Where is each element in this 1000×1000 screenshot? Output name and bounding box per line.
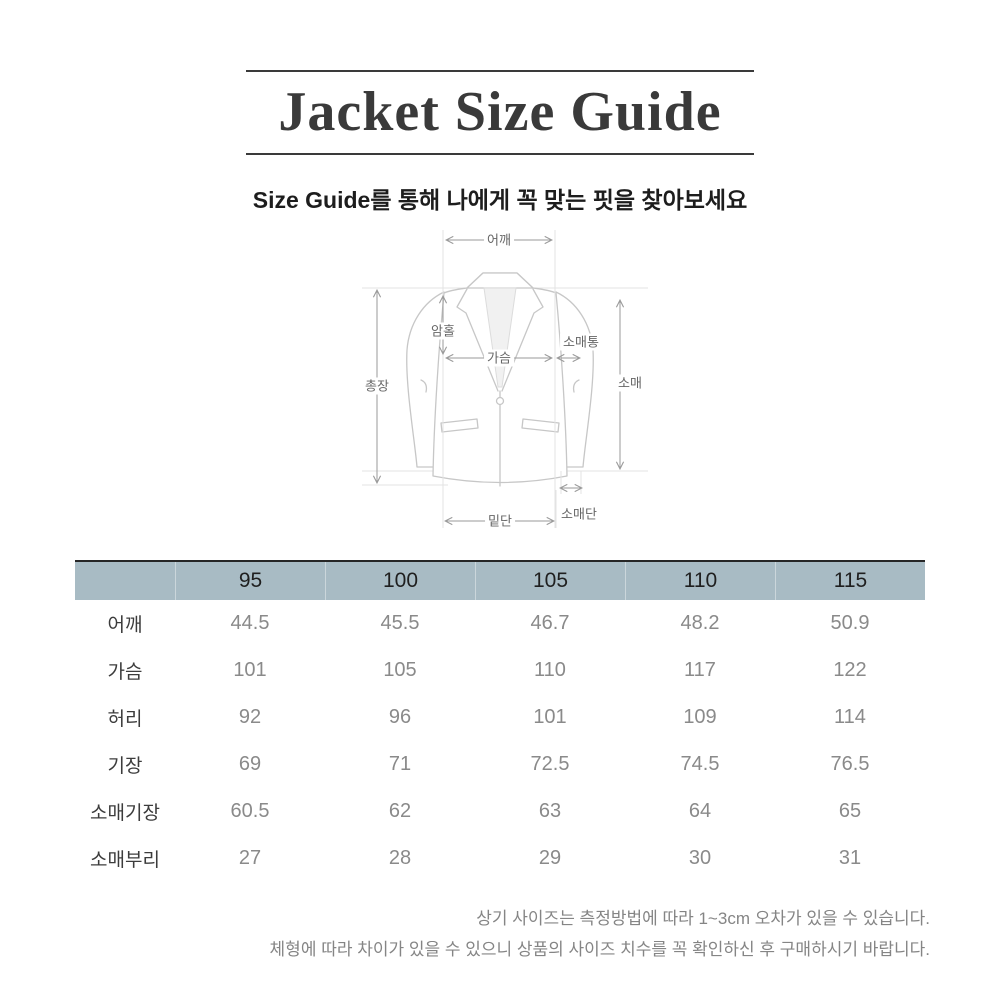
size-table-header-row: 95 100 105 110 115: [75, 562, 925, 600]
size-tolerance-note: 상기 사이즈는 측정방법에 따라 1~3cm 오차가 있을 수 있습니다.: [476, 909, 930, 928]
cell-value: 65: [838, 800, 862, 822]
cell-value: 114: [834, 706, 866, 728]
row-label: 소매기장: [90, 803, 160, 824]
title-bottom-rule: [246, 153, 754, 155]
shoulder-label: 어깨: [484, 231, 514, 249]
cell-value: 48.2: [680, 612, 720, 634]
cell-value: 96: [388, 706, 412, 728]
hem-label: 밑단: [485, 512, 515, 530]
row-label: 어깨: [107, 615, 143, 636]
cell-value: 76.5: [830, 753, 870, 775]
diagram-guide-lines-vertical: [442, 230, 582, 528]
cell-value: 44.5: [230, 612, 270, 634]
page-title: Jacket Size Guide: [278, 81, 722, 143]
row-label: 소매부리: [90, 850, 160, 871]
size-column-header: 115: [775, 562, 925, 600]
cell-value: 31: [838, 847, 862, 869]
cell-value: 101: [533, 706, 567, 728]
cell-value: 30: [688, 847, 712, 869]
sleeve-width-label: 소매통: [560, 333, 602, 351]
size-column-header: 100: [325, 562, 475, 600]
table-row: 소매부리 27 28 29 30 31: [75, 835, 925, 882]
cell-value: 60.5: [230, 800, 270, 822]
size-column-header: 110: [625, 562, 775, 600]
row-label: 기장: [107, 756, 143, 777]
cell-value: 28: [388, 847, 412, 869]
table-row: 소매기장 60.5 62 63 64 65: [75, 788, 925, 835]
table-row: 가슴 101 105 110 117 122: [75, 647, 925, 694]
cell-value: 71: [388, 753, 412, 775]
total-length-label: 총장: [362, 377, 392, 395]
cell-value: 72.5: [530, 753, 570, 775]
cell-value: 110: [534, 659, 566, 681]
size-column-header: 95: [175, 562, 325, 600]
cell-value: 46.7: [530, 612, 570, 634]
cell-value: 62: [388, 800, 412, 822]
sleeve-label: 소매: [615, 374, 645, 392]
size-table: 95 100 105 110 115 어깨 44.5 45.5 46.7 48.…: [75, 560, 925, 882]
cell-value: 109: [683, 706, 717, 728]
size-column-header: 105: [475, 562, 625, 600]
cell-value: 69: [238, 753, 262, 775]
jacket-outline: [406, 272, 594, 487]
chest-label: 가슴: [484, 349, 514, 367]
armhole-label: 암홀: [428, 322, 458, 340]
page-subtitle: Size Guide를 통해 나에게 꼭 맞는 핏을 찾아보세요: [252, 187, 748, 213]
title-top-rule: [246, 70, 754, 72]
sleeve-cuff-label: 소매단: [558, 505, 600, 523]
table-row: 기장 69 71 72.5 74.5 76.5: [75, 741, 925, 788]
cell-value: 50.9: [830, 612, 870, 634]
cell-value: 27: [238, 847, 262, 869]
purchase-advice-note: 체형에 따라 차이가 있을 수 있으니 상품의 사이즈 치수를 꼭 확인하신 후…: [269, 940, 930, 959]
cell-value: 117: [684, 659, 716, 681]
row-label: 허리: [107, 709, 143, 730]
cell-value: 29: [538, 847, 562, 869]
table-row: 허리 92 96 101 109 114: [75, 694, 925, 741]
row-label: 가슴: [107, 662, 143, 683]
cell-value: 45.5: [380, 612, 420, 634]
footer-notes: 상기 사이즈는 측정방법에 따라 1~3cm 오차가 있을 수 있습니다. 체형…: [270, 903, 930, 965]
cell-value: 122: [833, 659, 867, 681]
cell-value: 64: [688, 800, 712, 822]
cell-value: 63: [538, 800, 562, 822]
cell-value: 105: [383, 659, 417, 681]
table-row: 어깨 44.5 45.5 46.7 48.2 50.9: [75, 600, 925, 647]
cell-value: 92: [238, 706, 262, 728]
cell-value: 74.5: [680, 753, 720, 775]
cell-value: 101: [233, 659, 267, 681]
